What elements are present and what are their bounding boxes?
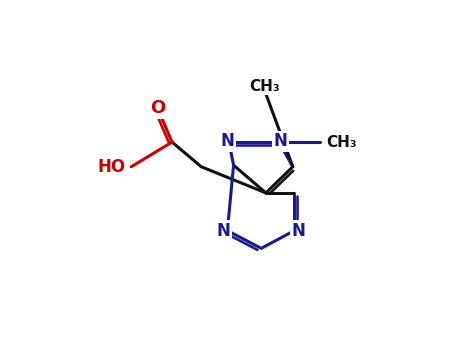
Text: HO: HO — [98, 158, 126, 176]
Text: O: O — [151, 99, 166, 117]
Text: N: N — [220, 132, 234, 150]
Text: CH₃: CH₃ — [249, 79, 280, 94]
Text: N: N — [274, 132, 288, 150]
Text: N: N — [216, 222, 230, 240]
Text: CH₃: CH₃ — [327, 135, 357, 149]
Text: N: N — [292, 222, 305, 240]
